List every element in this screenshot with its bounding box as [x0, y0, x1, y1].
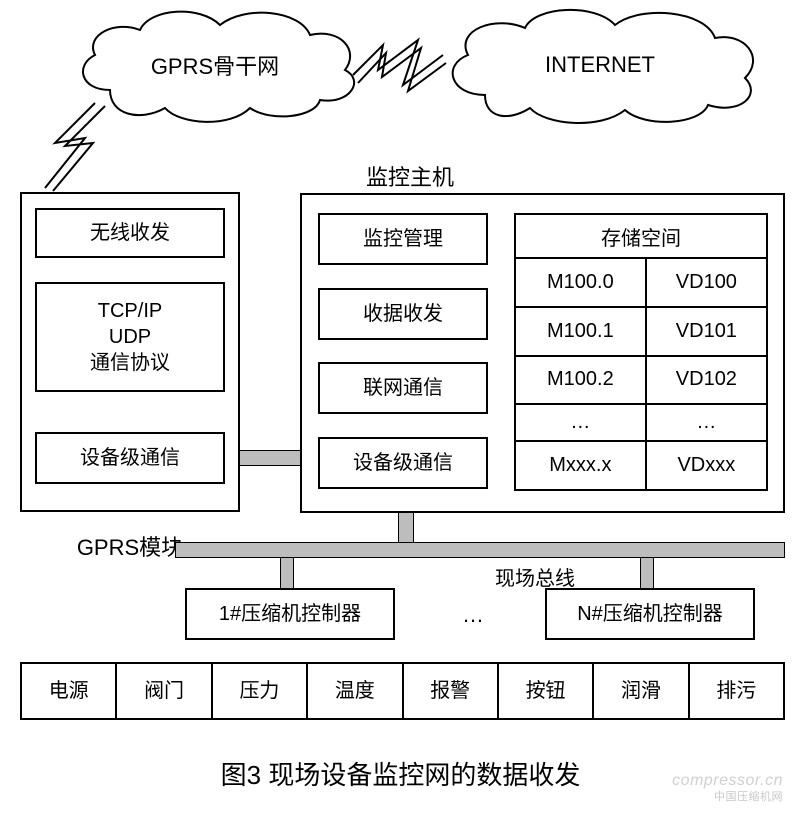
host-netcomm-label: 联网通信	[363, 375, 443, 401]
bottom-row: 电源 阀门 压力 温度 报警 按钮 润滑 排污	[20, 662, 785, 720]
controller-n-label: N#压缩机控制器	[577, 601, 723, 627]
storage-r1c0: M100.1	[515, 307, 646, 356]
connector-bus-ctrl1	[280, 558, 294, 588]
lightning-clouds	[348, 35, 448, 105]
gprs-wireless-label: 无线收发	[90, 220, 170, 246]
gprs-devcomm-label: 设备级通信	[80, 445, 180, 471]
host-devcomm-label: 设备级通信	[353, 450, 453, 476]
bottom-item-6: 润滑	[592, 662, 689, 720]
storage-r2c1: VD102	[646, 356, 767, 405]
bottom-item-2: 压力	[211, 662, 308, 720]
gprs-wireless-box: 无线收发	[35, 208, 225, 258]
host-data-txrx-label: 收据收发	[363, 301, 443, 327]
storage-r3c1: …	[646, 404, 767, 441]
storage-r4c1: VDxxx	[646, 441, 767, 490]
storage-table: 存储空间 M100.0VD100 M100.1VD101 M100.2VD102…	[514, 213, 768, 491]
bottom-item-5: 按钮	[497, 662, 594, 720]
bottom-item-7: 排污	[688, 662, 785, 720]
bottom-item-4: 报警	[402, 662, 499, 720]
host-caption: 监控主机	[350, 160, 470, 192]
host-monitor-mgmt-box: 监控管理	[318, 213, 488, 265]
storage-r3c0: …	[515, 404, 646, 441]
gprs-protocol-box: TCP/IP UDP 通信协议	[35, 282, 225, 392]
storage-r1c1: VD101	[646, 307, 767, 356]
host-devcomm-box: 设备级通信	[318, 437, 488, 489]
host-monitor-mgmt-label: 监控管理	[363, 226, 443, 252]
bottom-item-3: 温度	[306, 662, 403, 720]
storage-r2c0: M100.2	[515, 356, 646, 405]
field-bus-label: 现场总线	[475, 562, 595, 591]
lightning-to-gprs-module	[35, 98, 125, 198]
cloud-gprs-label: GPRS骨干网	[60, 49, 370, 81]
storage-r0c1: VD100	[646, 258, 767, 307]
controller-n: N#压缩机控制器	[545, 588, 755, 640]
watermark-sub: 中国压缩机网	[714, 788, 783, 804]
storage-r4c0: Mxxx.x	[515, 441, 646, 490]
controller-ellipsis: …	[445, 602, 505, 628]
storage-r0c0: M100.0	[515, 258, 646, 307]
cloud-internet-label: INTERNET	[430, 52, 770, 78]
cloud-internet: INTERNET	[430, 0, 770, 130]
connector-bus-ctrln	[640, 558, 654, 588]
connector-host-bus	[398, 513, 414, 543]
field-bus	[175, 542, 785, 558]
bottom-item-0: 电源	[20, 662, 117, 720]
host-data-txrx-box: 收据收发	[318, 288, 488, 340]
gprs-devcomm-box: 设备级通信	[35, 432, 225, 484]
controller-1-label: 1#压缩机控制器	[219, 601, 361, 627]
host-netcomm-box: 联网通信	[318, 362, 488, 414]
controller-1: 1#压缩机控制器	[185, 588, 395, 640]
connector-gprs-host	[240, 450, 300, 466]
gprs-protocol-label: TCP/IP UDP 通信协议	[90, 298, 170, 376]
bottom-item-1: 阀门	[115, 662, 212, 720]
storage-header: 存储空间	[515, 214, 767, 258]
